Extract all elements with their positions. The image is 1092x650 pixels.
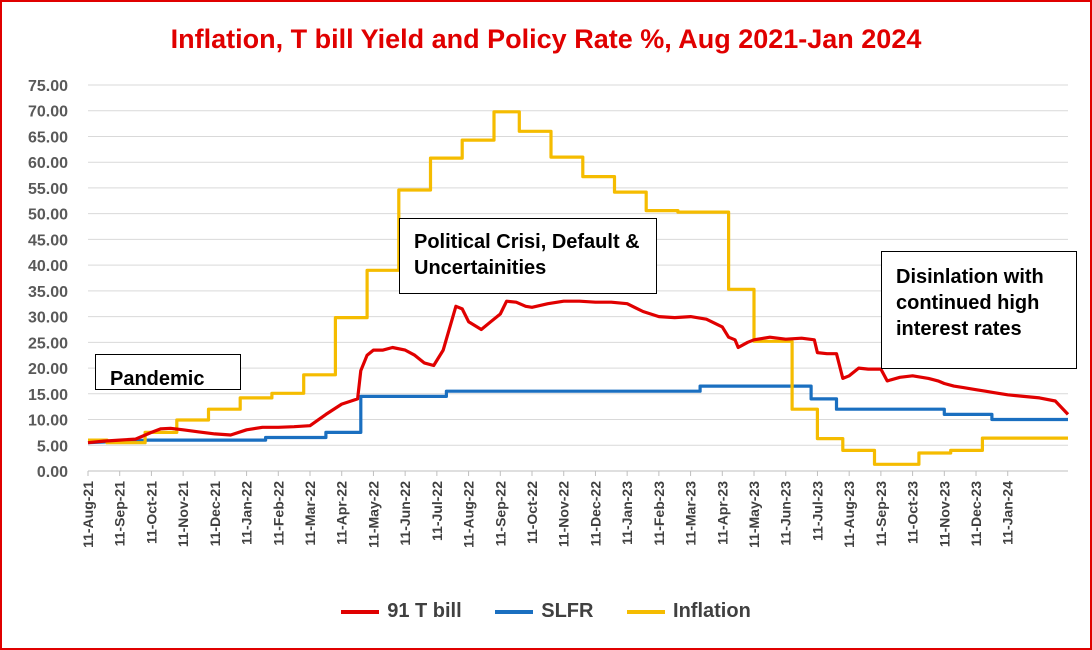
x-tick-label: 11-Jun-23 bbox=[778, 481, 794, 546]
x-tick-label: 11-Jan-23 bbox=[619, 481, 635, 545]
annotation-disinflation: Disinlation with continued high interest… bbox=[881, 251, 1077, 369]
legend-label-tbill: 91 T bill bbox=[387, 600, 462, 622]
x-tick-label: 11-Sep-23 bbox=[873, 481, 889, 547]
x-tick-label: 11-Apr-22 bbox=[334, 481, 350, 545]
x-axis-ticks: 11-Aug-21 11-Sep-21 11-Oct-21 11-Nov-21 11-D… bbox=[80, 470, 1068, 548]
x-tick-label: 11-Dec-22 bbox=[587, 481, 603, 547]
legend-swatch-inflation bbox=[627, 609, 666, 614]
legend-swatch-tbill bbox=[341, 609, 380, 614]
x-tick-label: 11-Nov-21 bbox=[175, 481, 191, 547]
x-tick-label: 11-Apr-23 bbox=[714, 481, 730, 545]
y-tick-label: 75.00 bbox=[28, 78, 68, 95]
x-tick-label: 11-Jul-22 bbox=[429, 481, 445, 541]
x-tick-label: 11-May-23 bbox=[746, 481, 762, 548]
legend-label-inflation: Inflation bbox=[673, 600, 751, 622]
x-tick-label: 11-Aug-23 bbox=[841, 481, 857, 548]
x-tick-label: 11-Dec-21 bbox=[207, 481, 223, 547]
annotation-political-crisis: Political Crisi, Default & Uncertainitie… bbox=[399, 218, 657, 294]
x-tick-label: 11-Sep-22 bbox=[492, 481, 508, 547]
y-tick-label: 0.00 bbox=[37, 464, 68, 481]
x-tick-label: 11-Jan-24 bbox=[1000, 481, 1016, 545]
y-tick-label: 60.00 bbox=[28, 155, 68, 172]
x-tick-label: 11-Oct-21 bbox=[143, 481, 159, 544]
series-line-slfr bbox=[87, 384, 1068, 445]
x-tick-label: 11-Oct-22 bbox=[524, 481, 540, 544]
x-tick-label: 11-Oct-23 bbox=[905, 481, 921, 544]
y-tick-label: 40.00 bbox=[28, 258, 68, 275]
x-tick-label: 11-Aug-22 bbox=[461, 481, 477, 548]
y-tick-label: 5.00 bbox=[37, 438, 68, 455]
series-line-tbill bbox=[87, 299, 1070, 445]
x-tick-label: 11-May-22 bbox=[365, 481, 381, 548]
y-tick-label: 70.00 bbox=[28, 104, 68, 121]
y-tick-label: 55.00 bbox=[28, 181, 68, 198]
y-tick-label: 20.00 bbox=[28, 361, 68, 378]
legend-label-slfr: SLFR bbox=[541, 600, 594, 622]
x-tick-label: 11-Feb-23 bbox=[651, 481, 667, 546]
legend-item-slfr: SLFR bbox=[495, 600, 593, 623]
x-tick-label: 11-Dec-23 bbox=[968, 481, 984, 547]
y-axis-ticks: 0.00 5.00 10.00 15.00 20.00 25.00 30.00 35.00 40… bbox=[28, 78, 68, 481]
legend-swatch-slfr bbox=[495, 609, 534, 614]
legend-item-inflation: Inflation bbox=[627, 600, 751, 623]
gridlines bbox=[88, 84, 1068, 472]
series-line-inflation bbox=[88, 110, 1068, 466]
x-tick-label: 11-Jan-22 bbox=[239, 481, 255, 545]
y-tick-label: 30.00 bbox=[28, 310, 68, 327]
x-tick-label: 11-Jul-23 bbox=[809, 481, 825, 541]
x-tick-label: 11-Aug-21 bbox=[80, 481, 96, 548]
legend: 91 T bill SLFR Inflation bbox=[0, 600, 1092, 623]
x-tick-label: 11-Feb-22 bbox=[270, 481, 286, 546]
x-tick-label: 11-Mar-22 bbox=[302, 481, 318, 546]
y-tick-label: 25.00 bbox=[28, 335, 68, 352]
y-tick-label: 65.00 bbox=[28, 129, 68, 146]
y-tick-label: 50.00 bbox=[28, 207, 68, 224]
y-tick-label: 45.00 bbox=[28, 232, 68, 249]
x-tick-label: 11-Sep-21 bbox=[112, 481, 128, 547]
y-tick-label: 10.00 bbox=[28, 413, 68, 430]
chart-title: Inflation, T bill Yield and Policy Rate … bbox=[170, 24, 922, 54]
y-tick-label: 35.00 bbox=[28, 284, 68, 301]
x-tick-label: 11-Nov-22 bbox=[556, 481, 572, 547]
legend-item-tbill: 91 T bill bbox=[341, 600, 462, 623]
x-tick-label: 11-Jun-22 bbox=[397, 481, 413, 546]
x-tick-label: 11-Mar-23 bbox=[683, 481, 699, 546]
y-tick-label: 15.00 bbox=[28, 387, 68, 404]
x-tick-label: 11-Nov-23 bbox=[936, 481, 952, 547]
annotation-pandemic: Pandemic bbox=[95, 354, 241, 390]
series-lines bbox=[87, 110, 1070, 466]
